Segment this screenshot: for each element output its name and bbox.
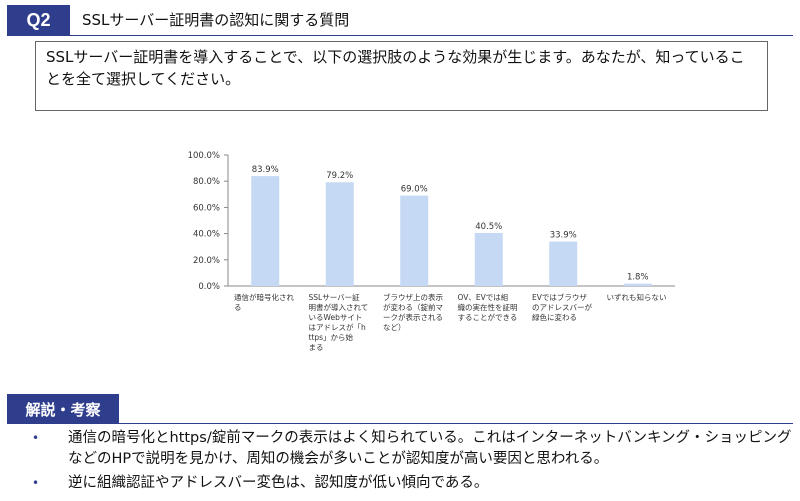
bar-value-label: 79.2%: [326, 171, 353, 181]
question-text-box: SSLサーバー証明書を導入することで、以下の選択肢のような効果が生じます。あなた…: [35, 41, 768, 111]
analysis-divider: [7, 423, 793, 424]
analysis-bullet-text: 通信の暗号化とhttps/錠前マークの表示はよく知られている。これはインターネッ…: [68, 430, 792, 467]
bullet-icon: •: [32, 476, 40, 490]
bullet-icon: •: [32, 431, 40, 445]
analysis-bullet: • 逆に組織認証やアドレスバー変色は、認知度が低い傾向である。: [30, 473, 795, 494]
question-header: Q2 SSLサーバー証明書の認知に関する質問: [0, 0, 800, 38]
y-tick-label: 40.0%: [193, 230, 220, 240]
analysis-bullet-text: 逆に組織認証やアドレスバー変色は、認知度が低い傾向である。: [68, 475, 489, 491]
bar-value-label: 33.9%: [550, 231, 577, 241]
bar-chart-svg: 0.0% 20.0% 40.0% 60.0% 80.0% 100.0% 83.9% 79.2%…: [188, 151, 675, 352]
bar: [549, 241, 578, 286]
bar-value-label: 40.5%: [475, 222, 502, 232]
analysis-bullet-list: • 通信の暗号化とhttps/錠前マークの表示はよく知られている。これはインター…: [30, 428, 795, 497]
bar-value-label: 1.8%: [627, 273, 649, 283]
question-title: SSLサーバー証明書の認知に関する質問: [82, 11, 350, 29]
analysis-bullet: • 通信の暗号化とhttps/錠前マークの表示はよく知られている。これはインター…: [30, 428, 795, 470]
x-tick-label: いずれも知らない: [607, 292, 667, 302]
bar-chart: 0.0% 20.0% 40.0% 60.0% 80.0% 100.0% 83.9% 79.2%…: [170, 140, 690, 365]
y-tick-label: 100.0%: [188, 151, 220, 161]
analysis-badge: 解説・考察: [7, 394, 119, 424]
y-tick-label: 0.0%: [198, 282, 220, 292]
bar: [251, 176, 280, 286]
bar: [623, 283, 652, 286]
bar: [474, 232, 503, 286]
y-tick-label: 80.0%: [193, 177, 220, 187]
bar: [325, 182, 354, 286]
x-tick-label: OV、EVでは組織の実在性を証明することができる: [458, 292, 518, 322]
y-tick-label: 20.0%: [193, 256, 220, 266]
x-tick-label: 通信が暗号化される: [234, 292, 294, 312]
x-tick-label: SSLサーバー証明書が導入されているWebサイトはアドレスが「h ttps」から始…: [309, 292, 369, 352]
y-tick-label: 60.0%: [193, 203, 220, 213]
bar: [400, 195, 429, 286]
bar-value-label: 83.9%: [252, 165, 279, 175]
x-tick-label: EVではブラウザのアドレスバーが緑色に変わる: [532, 292, 592, 322]
x-tick-label: ブラウザ上の表示が変わる（錠前マークが表示されるなど）: [383, 292, 443, 332]
bar-value-label: 69.0%: [401, 185, 428, 195]
question-number-badge: Q2: [7, 5, 70, 35]
header-divider: [7, 35, 793, 36]
